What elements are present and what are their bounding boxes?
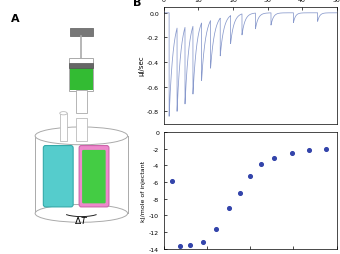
Text: B: B — [133, 0, 141, 8]
Bar — [60, 114, 67, 141]
Bar — [35, 136, 128, 214]
Bar — [70, 69, 93, 91]
Point — [258, 163, 264, 167]
Bar — [76, 91, 87, 114]
Text: A: A — [11, 14, 20, 24]
Point — [272, 156, 277, 160]
Point — [200, 240, 205, 244]
Bar — [69, 59, 93, 91]
FancyBboxPatch shape — [79, 146, 109, 207]
FancyBboxPatch shape — [43, 146, 73, 207]
Point — [237, 191, 243, 195]
Point — [177, 244, 183, 248]
Text: $\Delta T$: $\Delta T$ — [74, 214, 88, 225]
Point — [169, 179, 174, 183]
Ellipse shape — [35, 128, 128, 145]
Point — [248, 174, 253, 179]
Bar — [70, 29, 92, 37]
Point — [213, 227, 219, 231]
Point — [187, 243, 192, 247]
Ellipse shape — [60, 112, 67, 115]
Point — [324, 147, 329, 151]
Ellipse shape — [35, 205, 128, 223]
Point — [306, 149, 312, 153]
Bar — [76, 118, 87, 141]
Y-axis label: kJ/mole of injectant: kJ/mole of injectant — [141, 160, 146, 221]
Point — [226, 206, 232, 210]
FancyBboxPatch shape — [82, 150, 106, 203]
Y-axis label: μJ/sec: μJ/sec — [138, 56, 144, 76]
Point — [289, 151, 294, 155]
Bar — [69, 64, 93, 69]
